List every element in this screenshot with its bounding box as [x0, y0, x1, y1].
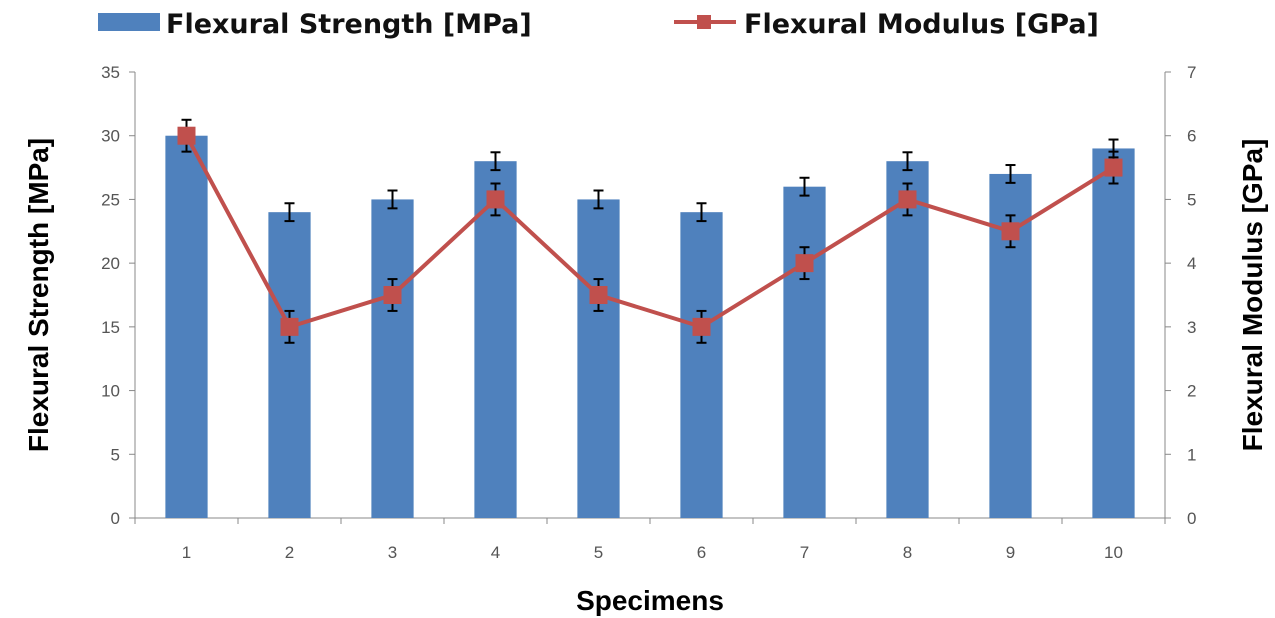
- legend: Flexural Strength [MPa] Flexural Modulus…: [98, 9, 1099, 40]
- x-tick-label: 4: [491, 543, 500, 562]
- x-tick-label: 10: [1104, 543, 1123, 562]
- bar: [680, 212, 723, 518]
- x-tick-label: 6: [697, 543, 706, 562]
- legend-label-strength: Flexural Strength [MPa]: [166, 9, 532, 40]
- modulus-point: [898, 190, 917, 209]
- bar: [268, 212, 311, 518]
- x-tick-label: 5: [594, 543, 603, 562]
- y-tick-label-right: 5: [1187, 190, 1196, 209]
- legend-swatch-strength: [98, 13, 160, 31]
- y-tick-label-right: 1: [1187, 445, 1196, 464]
- y-tick-label-left: 35: [101, 63, 120, 82]
- modulus-point: [795, 254, 814, 273]
- bar: [577, 199, 620, 518]
- y-tick-label-left: 0: [111, 509, 120, 528]
- legend-label-modulus: Flexural Modulus [GPa]: [744, 9, 1099, 40]
- y-tick-label-right: 7: [1187, 63, 1196, 82]
- y-tick-label-right: 4: [1187, 254, 1196, 273]
- y-tick-label-right: 2: [1187, 382, 1196, 401]
- y-axis-ticks-right: 0 1 2 3 4 5 6 7: [1165, 63, 1196, 528]
- x-tick-label: 8: [903, 543, 912, 562]
- legend-swatch-modulus-marker: [697, 15, 711, 29]
- y-tick-label-left: 20: [101, 254, 120, 273]
- y-tick-label-left: 25: [101, 190, 120, 209]
- bar-series: [165, 135, 1135, 518]
- modulus-point: [1104, 158, 1123, 177]
- y-tick-label-left: 30: [101, 127, 120, 146]
- x-axis-ticks: 1 2 3 4 5 6 7 8 9 10: [134, 518, 1166, 562]
- x-tick-label: 3: [388, 543, 397, 562]
- modulus-point: [177, 126, 196, 145]
- modulus-point: [1001, 222, 1020, 241]
- y-axis-title-right: Flexural Modulus [GPa]: [1237, 139, 1268, 452]
- x-tick-label: 1: [182, 543, 191, 562]
- modulus-point: [383, 286, 402, 304]
- modulus-point: [486, 190, 505, 209]
- y-tick-label-right: 6: [1187, 127, 1196, 146]
- y-tick-label-left: 10: [101, 382, 120, 401]
- modulus-point: [692, 317, 711, 336]
- line-series: [177, 118, 1123, 344]
- y-axis-title-left: Flexural Strength [MPa]: [23, 138, 54, 452]
- x-axis-title: Specimens: [576, 585, 724, 616]
- bar: [165, 135, 208, 518]
- bar: [474, 161, 517, 518]
- bar: [371, 199, 414, 518]
- x-tick-label: 9: [1006, 543, 1015, 562]
- y-axis-ticks-left: 0 5 10 15 20 25 30 35: [101, 63, 135, 528]
- modulus-point: [280, 317, 299, 336]
- bar: [1092, 148, 1135, 518]
- bar: [783, 186, 826, 518]
- x-tick-label: 7: [800, 543, 809, 562]
- y-tick-label-left: 15: [101, 318, 120, 337]
- y-tick-label-left: 5: [111, 445, 120, 464]
- y-tick-label-right: 0: [1187, 509, 1196, 528]
- y-tick-label-right: 3: [1187, 318, 1196, 337]
- x-tick-label: 2: [285, 543, 294, 562]
- modulus-point: [589, 286, 608, 304]
- bar: [886, 161, 929, 518]
- modulus-line: [184, 134, 1115, 329]
